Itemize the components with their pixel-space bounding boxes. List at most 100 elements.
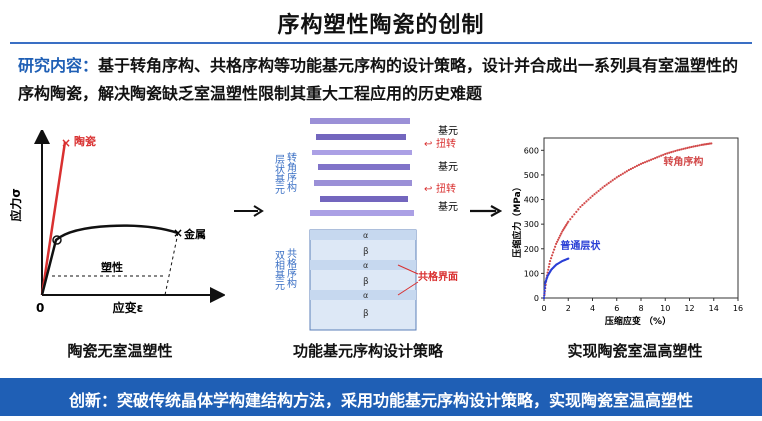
- data-point: [680, 148, 683, 151]
- data-point: [676, 149, 679, 152]
- twisted-layer-stack: [310, 118, 414, 216]
- base-unit-label: 基元: [438, 124, 458, 137]
- phase-beta: β: [363, 277, 369, 287]
- data-point: [571, 215, 574, 218]
- data-point: [613, 177, 616, 180]
- coherent-interface-label: 共格界面: [418, 270, 458, 283]
- data-point: [605, 183, 608, 186]
- coherent-order-label: 共格序构: [285, 248, 297, 289]
- data-point: [635, 164, 639, 167]
- data-point: [595, 191, 598, 194]
- data-point: [566, 222, 569, 225]
- data-point: [639, 162, 643, 165]
- data-point: [631, 166, 635, 170]
- data-point: [625, 170, 628, 173]
- data-point: [700, 143, 703, 146]
- innovation-text: 创新：突破传统晶体学构建结构方法，采用功能基元序构设计策略，实现陶瓷室温高塑性: [68, 391, 693, 410]
- chart-frame: [543, 137, 739, 299]
- dual-phase-unit-label: 双相基元: [273, 250, 285, 290]
- coherent-interface-pointer: [397, 281, 419, 296]
- base-unit-label: 基元: [438, 200, 458, 213]
- ordered-structure-diagram: 层状基元 转角序构 基元 ↩ 扭转 基元 ↩ 扭转 基元 双相基元 共格序构 α…: [273, 118, 458, 331]
- y-tick-label: 400: [524, 196, 539, 205]
- middle-caption: 功能基元序构设计策略: [292, 342, 443, 360]
- x-tick-label: 8: [638, 304, 643, 313]
- phase-alpha: α: [363, 291, 368, 300]
- data-point: [607, 182, 610, 185]
- y-tick-label: 200: [524, 245, 539, 254]
- phase-alpha: α: [363, 261, 368, 270]
- data-point: [615, 176, 618, 179]
- data-point: [706, 142, 710, 146]
- data-point: [619, 173, 622, 177]
- ceramic-curve: [40, 141, 67, 296]
- x-tick-label: 10: [660, 304, 670, 313]
- data-point: [629, 167, 632, 171]
- coherent-phase-stack: [309, 229, 417, 331]
- twist-order-label: 转角序构: [285, 151, 297, 193]
- twist-label: 扭转: [436, 182, 456, 195]
- data-point: [573, 213, 576, 216]
- y-tick-label: 100: [524, 269, 539, 278]
- ceramic-label: 陶瓷: [74, 134, 96, 148]
- x-tick-label: 12: [684, 304, 694, 313]
- data-point: [623, 171, 626, 174]
- data-point: [563, 227, 566, 230]
- data-point: [548, 262, 551, 266]
- y-tick-label: 0: [534, 294, 539, 303]
- data-point: [557, 238, 560, 241]
- data-point: [543, 291, 546, 295]
- data-point: [692, 145, 695, 148]
- data-point: [543, 289, 546, 292]
- x-tick-label: 2: [566, 304, 571, 313]
- research-content-label: 研究内容：: [18, 56, 99, 75]
- data-point: [556, 240, 559, 243]
- x-tick-label: 0: [541, 304, 546, 313]
- data-point: [591, 194, 594, 197]
- data-point: [672, 150, 675, 153]
- y-tick-label: 500: [524, 171, 539, 180]
- data-point: [694, 145, 697, 148]
- data-point: [682, 147, 685, 150]
- arrow-left-to-middle: [234, 205, 264, 217]
- origin-label: 0: [36, 301, 44, 315]
- y-axis-label: 应力σ: [10, 188, 23, 221]
- research-content: 研究内容：基于转角序构、共格序构等功能基元序构的设计策略，设计并合成出一系列具有…: [18, 52, 748, 108]
- coherent-interface-pointer: [397, 264, 419, 275]
- data-point: [542, 296, 546, 300]
- plasticity-label: 塑性: [101, 260, 123, 274]
- data-point: [688, 146, 691, 149]
- metal-label: 金属: [183, 227, 206, 241]
- data-point: [581, 203, 584, 207]
- data-point: [560, 232, 563, 235]
- data-point: [599, 188, 602, 191]
- data-point: [549, 257, 553, 260]
- data-point: [633, 165, 637, 169]
- base-unit-label: 基元: [438, 160, 458, 173]
- data-point: [656, 156, 659, 159]
- research-content-text: 基于转角序构、共格序构等功能基元序构的设计策略，设计并合成出一系列具有室温塑性的…: [18, 56, 739, 103]
- data-point: [708, 142, 711, 145]
- data-point: [637, 163, 641, 166]
- layered-unit-label: 层状基元: [273, 154, 285, 194]
- data-point: [705, 143, 708, 146]
- left-caption: 陶瓷无室温塑性: [67, 342, 173, 360]
- data-point: [603, 184, 606, 188]
- twist-label: 扭转: [436, 137, 456, 150]
- data-point: [547, 268, 550, 271]
- innovation-bar: 创新：突破传统晶体学构建结构方法，采用功能基元序构设计策略，实现陶瓷室温高塑性: [0, 378, 762, 416]
- data-point: [641, 161, 645, 165]
- x-tick-label: 6: [614, 304, 619, 313]
- data-point: [664, 152, 667, 156]
- data-point: [702, 143, 705, 146]
- data-point: [650, 158, 653, 161]
- data-point: [643, 161, 647, 164]
- data-point: [703, 143, 706, 146]
- data-point: [609, 180, 612, 183]
- data-point: [597, 189, 600, 193]
- data-point: [678, 148, 681, 151]
- phase-alpha: α: [363, 231, 368, 240]
- chart-x-axis-label: 压缩应变 （%）: [605, 315, 671, 327]
- data-point: [575, 210, 578, 213]
- metal-curve: [40, 224, 179, 296]
